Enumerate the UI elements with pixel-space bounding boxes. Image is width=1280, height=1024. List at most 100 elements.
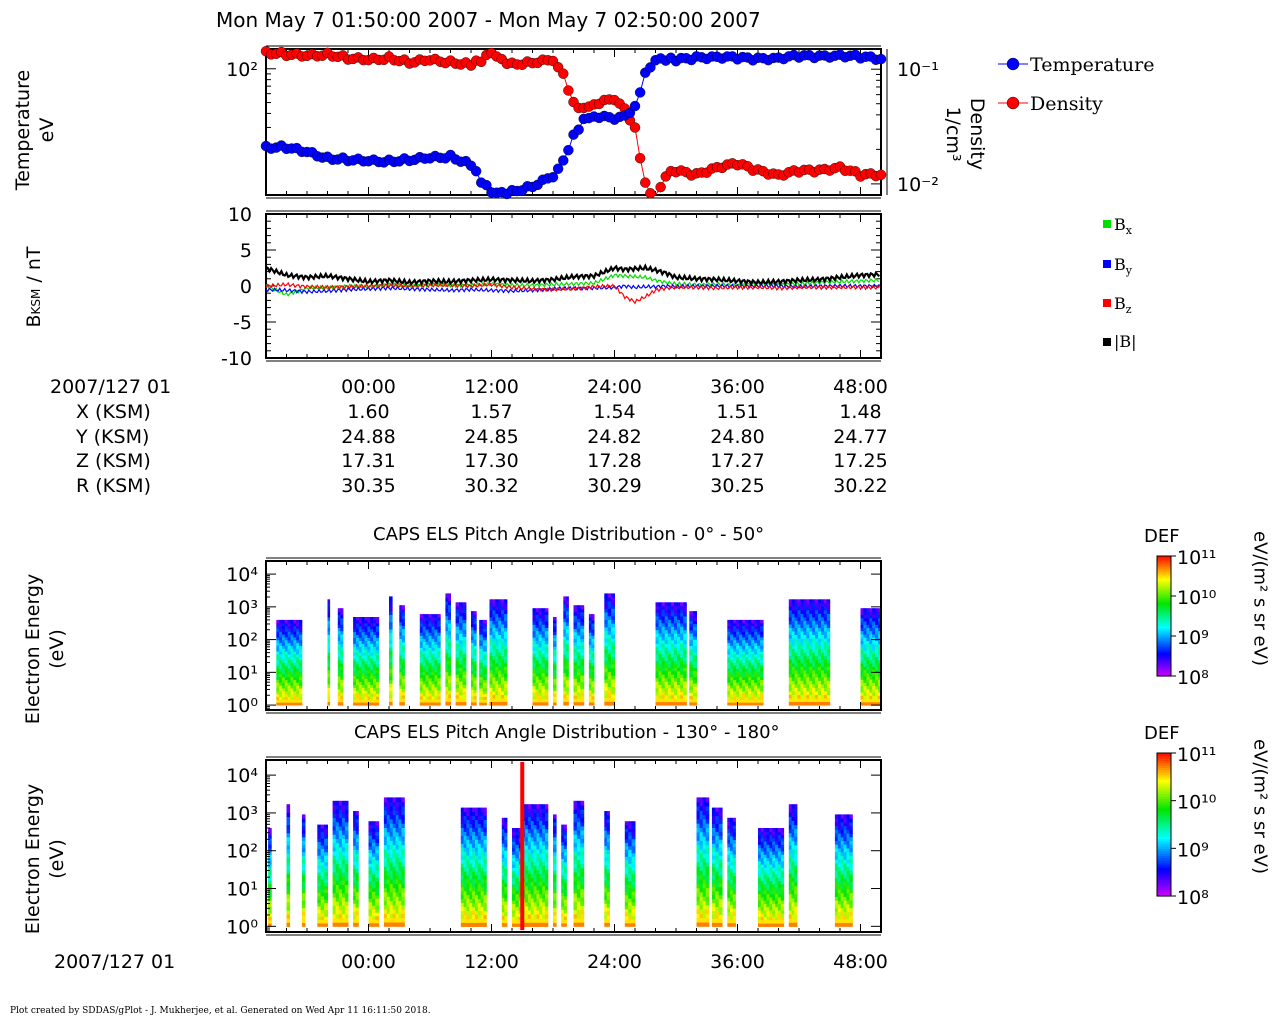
heat-cell: [268, 860, 272, 865]
heat-cell: [863, 614, 867, 619]
heat-cell: [727, 634, 731, 638]
heat-cell: [736, 634, 740, 638]
heat-cell: [341, 905, 346, 911]
heat-cell: [821, 638, 825, 643]
heat-cell: [495, 599, 499, 604]
heat-cell: [389, 643, 393, 648]
heat-cell: [395, 861, 399, 867]
heat-cell: [353, 640, 357, 644]
heat-cell: [337, 643, 341, 648]
heat-cell: [455, 633, 460, 637]
heat-cell: [353, 699, 357, 703]
heat-cell: [389, 874, 394, 880]
heat-cell: [739, 637, 743, 641]
heat-cell: [355, 849, 359, 854]
heat-cell: [745, 622, 749, 627]
heat-cell: [480, 807, 484, 813]
heat-cell: [324, 838, 328, 843]
heat-cell: [863, 608, 867, 612]
heat-cell: [866, 701, 870, 706]
heat-cell: [573, 675, 578, 679]
els1-colorbar-cell: [1157, 644, 1171, 647]
heat-cell: [477, 831, 482, 836]
heat-cell: [281, 673, 286, 678]
heat-cell: [815, 599, 819, 604]
heat-cell: [869, 698, 873, 703]
heat-cell: [335, 817, 340, 823]
heat-cell: [670, 691, 675, 696]
heat-cell: [604, 693, 609, 699]
heat-cell: [751, 671, 755, 675]
heat-cell: [611, 623, 615, 628]
heat-cell: [489, 634, 493, 639]
els1-colorbar-cell: [1157, 670, 1171, 673]
heat-cell: [398, 801, 402, 807]
heat-cell: [565, 701, 569, 706]
heat-cell: [327, 602, 331, 607]
heat-cell: [425, 620, 429, 624]
heat-cell: [809, 694, 813, 699]
heat-cell: [425, 644, 429, 648]
heat-cell: [373, 664, 377, 668]
heat-cell: [462, 612, 467, 617]
heat-cell: [501, 698, 505, 702]
heat-cell: [736, 699, 740, 703]
heat-cell: [473, 620, 477, 625]
heat-cell: [338, 888, 343, 894]
heat-cell: [455, 684, 460, 689]
heat-cell: [373, 661, 377, 665]
heat-cell: [591, 668, 595, 673]
heat-cell: [588, 680, 592, 685]
heat-cell: [535, 634, 540, 638]
heat-cell: [445, 593, 449, 598]
heat-cell: [340, 646, 344, 651]
heat-cell: [356, 625, 360, 630]
heat-cell: [361, 658, 365, 662]
heat-cell: [563, 603, 567, 608]
heat-cell: [788, 645, 793, 650]
heat-cell: [434, 696, 438, 700]
heat-cell: [803, 701, 807, 706]
heat-cell: [340, 676, 344, 680]
heat-cell: [317, 824, 322, 829]
heat-cell: [730, 662, 734, 666]
heat-cell: [422, 677, 427, 682]
heat-cell: [293, 625, 297, 629]
heat-cell: [299, 690, 303, 695]
heat-cell: [327, 673, 331, 678]
heat-cell: [386, 806, 391, 811]
heat-cell: [296, 682, 300, 686]
heat-cell: [293, 665, 297, 669]
heat-cell: [806, 620, 810, 625]
heat-cell: [655, 698, 660, 703]
heat-cell: [299, 696, 303, 700]
heat-cell: [401, 879, 405, 884]
heat-cell: [355, 864, 359, 870]
heat-cell: [576, 608, 581, 613]
heat-cell: [286, 849, 291, 854]
heat-cell: [544, 637, 549, 641]
heat-cell: [475, 886, 479, 892]
heat-cell: [751, 688, 755, 692]
heat-cell: [658, 622, 663, 627]
heat-cell: [392, 818, 397, 824]
heat-cell: [532, 621, 537, 625]
heat-cell: [368, 835, 373, 840]
heat-cell: [367, 649, 371, 653]
heat-cell: [398, 818, 402, 824]
heat-cell: [344, 884, 349, 890]
heat-cell: [670, 636, 675, 641]
heat-cell: [791, 687, 796, 692]
heat-cell: [535, 669, 540, 674]
heat-cell: [296, 637, 300, 641]
heat-cell: [742, 628, 746, 632]
heat-cell: [471, 673, 475, 678]
heat-cell: [821, 676, 825, 681]
heat-cell: [733, 634, 737, 638]
heat-cell: [320, 906, 325, 910]
heat-cell: [658, 633, 663, 637]
heat-cell: [375, 863, 380, 868]
heat-cell: [501, 659, 505, 664]
heat-cell: [338, 876, 343, 881]
heat-cell: [371, 894, 376, 899]
